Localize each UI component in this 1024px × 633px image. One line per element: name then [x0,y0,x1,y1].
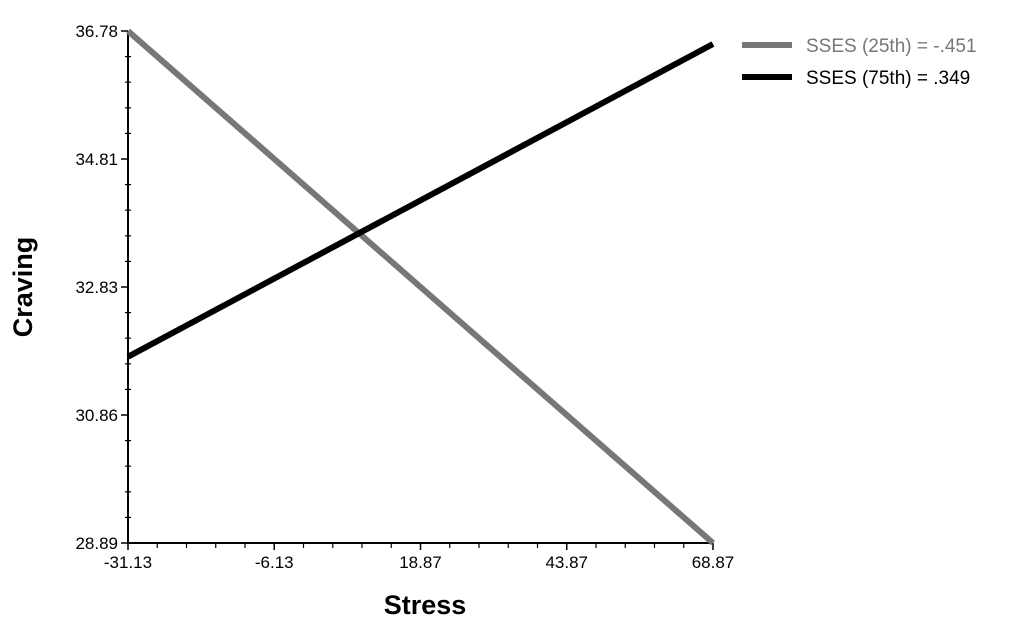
y-tick-label: 32.83 [75,278,118,297]
x-tick-label: 68.87 [692,553,735,572]
y-axis-title: Craving [8,237,38,338]
x-tick-label: 18.87 [399,553,442,572]
y-tick-label: 30.86 [75,406,118,425]
tick-labels: -31.13 -6.13 18.87 43.87 68.87 28.89 30.86 32.8… [75,22,734,572]
axes [121,30,714,550]
x-tick-label: -6.13 [255,553,294,572]
x-tick-label: 43.87 [545,553,588,572]
y-tick-label: 28.89 [75,534,118,553]
legend: SSES (25th) = -.451 SSES (75th) = .349 [742,36,977,89]
x-tick-label: -31.13 [104,553,152,572]
y-tick-label: 34.81 [75,150,118,169]
series-line-75th [126,41,715,360]
x-axis-title: Stress [384,590,467,620]
series-lines [126,28,715,546]
series-line-25th [126,28,715,546]
legend-label-75th: SSES (75th) = .349 [806,68,970,89]
y-tick-label: 36.78 [75,22,118,41]
legend-label-25th: SSES (25th) = -.451 [806,36,977,57]
